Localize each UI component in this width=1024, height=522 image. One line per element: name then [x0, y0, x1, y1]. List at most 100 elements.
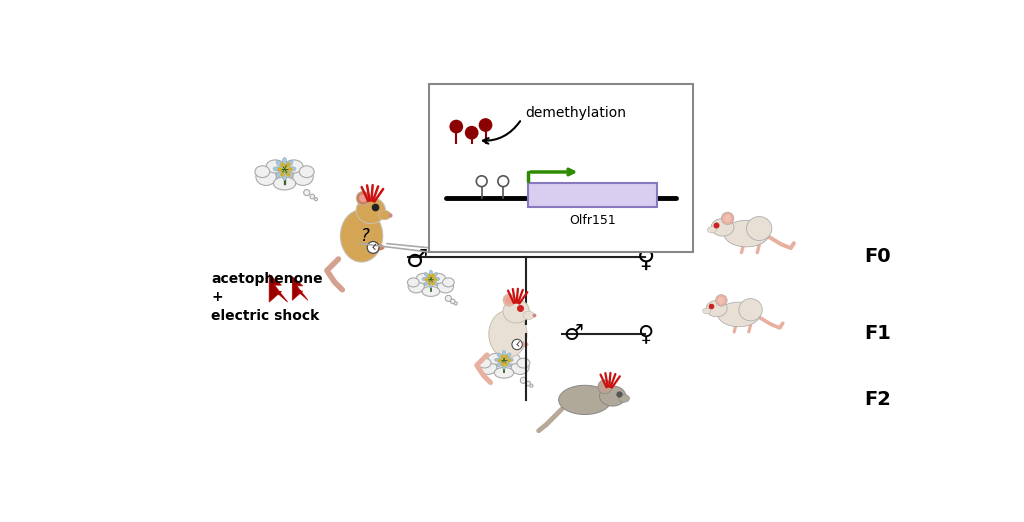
- Ellipse shape: [293, 169, 313, 185]
- Ellipse shape: [356, 197, 385, 223]
- Ellipse shape: [273, 167, 281, 171]
- Ellipse shape: [433, 281, 437, 286]
- Text: ♀: ♀: [637, 325, 653, 345]
- Ellipse shape: [507, 358, 513, 362]
- Ellipse shape: [299, 166, 314, 177]
- Ellipse shape: [618, 395, 630, 402]
- Ellipse shape: [269, 162, 299, 186]
- Circle shape: [281, 165, 289, 173]
- Ellipse shape: [599, 386, 626, 406]
- Circle shape: [304, 189, 310, 196]
- Text: F1: F1: [864, 324, 891, 343]
- Ellipse shape: [702, 308, 711, 314]
- Circle shape: [479, 119, 492, 131]
- Bar: [429, 84, 692, 252]
- Ellipse shape: [256, 169, 276, 185]
- Circle shape: [601, 383, 608, 390]
- Ellipse shape: [487, 353, 504, 364]
- Ellipse shape: [434, 277, 439, 281]
- Circle shape: [520, 377, 526, 384]
- Text: F2: F2: [864, 390, 891, 409]
- Ellipse shape: [276, 171, 283, 177]
- Ellipse shape: [255, 166, 269, 177]
- Text: F0: F0: [864, 247, 891, 266]
- Ellipse shape: [373, 244, 385, 251]
- Polygon shape: [269, 275, 288, 302]
- Ellipse shape: [517, 358, 529, 368]
- Ellipse shape: [503, 363, 506, 369]
- Ellipse shape: [429, 270, 432, 276]
- Ellipse shape: [379, 210, 391, 220]
- Ellipse shape: [511, 360, 529, 374]
- Circle shape: [356, 191, 370, 205]
- Ellipse shape: [523, 311, 535, 319]
- Circle shape: [506, 296, 513, 304]
- Ellipse shape: [739, 299, 762, 321]
- Ellipse shape: [276, 160, 283, 167]
- Ellipse shape: [340, 210, 383, 262]
- Ellipse shape: [712, 218, 734, 236]
- Ellipse shape: [488, 311, 527, 358]
- Ellipse shape: [503, 300, 529, 323]
- Circle shape: [310, 194, 314, 199]
- Text: demethylation: demethylation: [525, 105, 627, 120]
- Ellipse shape: [479, 360, 497, 374]
- Ellipse shape: [746, 217, 772, 241]
- Ellipse shape: [422, 277, 428, 281]
- Text: ?: ?: [361, 227, 370, 245]
- Circle shape: [428, 276, 434, 282]
- Text: Olfr151: Olfr151: [569, 213, 615, 227]
- Polygon shape: [292, 277, 308, 300]
- Ellipse shape: [497, 353, 502, 358]
- Ellipse shape: [707, 300, 727, 317]
- Bar: [528, 183, 657, 207]
- Circle shape: [314, 198, 317, 200]
- Ellipse shape: [424, 272, 429, 277]
- Ellipse shape: [408, 278, 419, 287]
- Ellipse shape: [495, 358, 501, 362]
- Ellipse shape: [492, 355, 517, 375]
- Ellipse shape: [517, 342, 528, 347]
- Circle shape: [718, 297, 725, 304]
- Ellipse shape: [422, 287, 439, 296]
- Text: ♂: ♂: [563, 325, 584, 345]
- Ellipse shape: [708, 227, 716, 233]
- Ellipse shape: [495, 367, 514, 378]
- Ellipse shape: [289, 167, 296, 171]
- Circle shape: [526, 381, 530, 386]
- Ellipse shape: [506, 353, 511, 358]
- Circle shape: [501, 357, 507, 363]
- Circle shape: [445, 295, 452, 302]
- Circle shape: [476, 176, 487, 186]
- Ellipse shape: [442, 278, 455, 287]
- Ellipse shape: [285, 160, 303, 173]
- Ellipse shape: [437, 280, 454, 293]
- Circle shape: [451, 121, 463, 133]
- Ellipse shape: [504, 353, 520, 364]
- Ellipse shape: [506, 362, 511, 367]
- Ellipse shape: [718, 302, 760, 327]
- Ellipse shape: [559, 385, 611, 414]
- Ellipse shape: [433, 272, 437, 277]
- Ellipse shape: [287, 160, 293, 167]
- Ellipse shape: [429, 282, 432, 288]
- Ellipse shape: [497, 362, 502, 367]
- Circle shape: [498, 176, 509, 186]
- Ellipse shape: [724, 220, 769, 247]
- Ellipse shape: [273, 177, 296, 190]
- Circle shape: [451, 299, 455, 304]
- Circle shape: [359, 194, 367, 202]
- Circle shape: [512, 339, 522, 350]
- Circle shape: [598, 380, 611, 394]
- Text: ♀: ♀: [637, 247, 655, 271]
- Ellipse shape: [287, 171, 293, 177]
- Ellipse shape: [424, 281, 429, 286]
- Circle shape: [503, 294, 515, 306]
- Ellipse shape: [283, 158, 287, 165]
- Circle shape: [530, 384, 534, 387]
- Text: acetophenone
+
electric shock: acetophenone + electric shock: [211, 272, 323, 323]
- Ellipse shape: [419, 276, 442, 293]
- Circle shape: [724, 215, 731, 222]
- Circle shape: [368, 242, 379, 253]
- Ellipse shape: [503, 350, 506, 357]
